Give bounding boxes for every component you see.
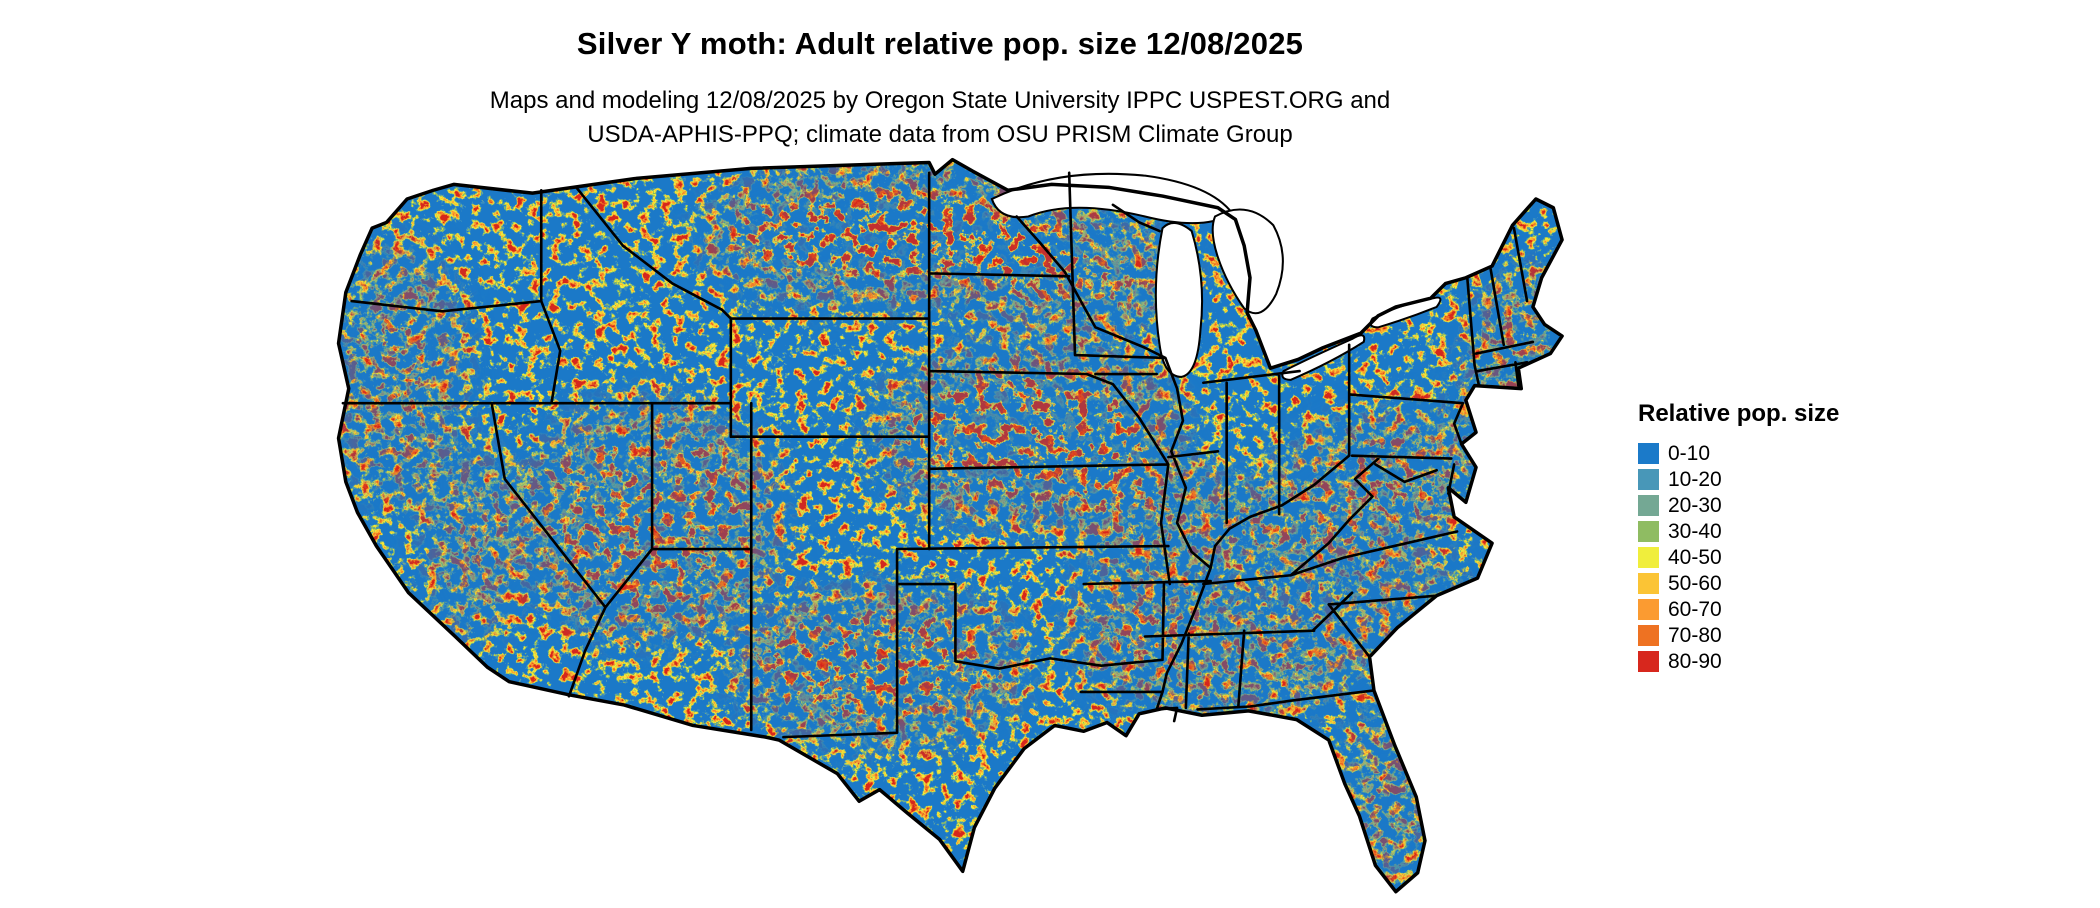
legend-item: 40-50	[1638, 544, 1938, 570]
legend-swatch	[1638, 572, 1659, 594]
legend-item: 0-10	[1638, 440, 1938, 466]
legend-item-label: 0-10	[1668, 441, 1711, 465]
legend-swatch	[1638, 494, 1659, 516]
legend-items: 0-10 10-20 20-30 30-40 40-50 50-60 60-70 70-80 8…	[1638, 440, 1938, 674]
header: Silver Y moth: Adult relative pop. size …	[0, 0, 1880, 152]
legend-swatch	[1638, 520, 1659, 542]
legend-item-label: 60-70	[1668, 597, 1722, 621]
legend-swatch	[1638, 468, 1659, 490]
legend-item: 10-20	[1638, 466, 1938, 492]
us-map	[270, 155, 1670, 908]
legend-title: Relative pop. size	[1638, 400, 1840, 427]
legend-swatch	[1638, 546, 1659, 568]
legend-item-label: 30-40	[1668, 519, 1722, 543]
subtitle-line-1: Maps and modeling 12/08/2025 by Oregon S…	[489, 87, 1391, 114]
legend-item: 20-30	[1638, 492, 1938, 518]
legend-item: 60-70	[1638, 596, 1938, 622]
lake-erie-shape	[1281, 334, 1366, 381]
legend-item-label: 70-80	[1668, 623, 1722, 647]
population-raster	[338, 159, 1563, 892]
population-raster-hotspots	[338, 159, 1563, 892]
legend-swatch	[1638, 442, 1659, 464]
legend: Relative pop. size 0-10 10-20 20-30 30-40 40…	[1638, 400, 1938, 674]
page-subtitle: Maps and modeling 12/08/2025 by Oregon S…	[0, 84, 1880, 152]
state-borders	[341, 171, 1535, 739]
legend-item-label: 80-90	[1668, 649, 1722, 673]
legend-swatch	[1638, 650, 1659, 672]
legend-item: 30-40	[1638, 518, 1938, 544]
great-lakes	[990, 172, 1442, 381]
legend-item-label: 40-50	[1668, 545, 1722, 569]
legend-item-label: 20-30	[1668, 493, 1722, 517]
legend-item: 70-80	[1638, 622, 1938, 648]
legend-item-label: 10-20	[1668, 467, 1722, 491]
page-title: Silver Y moth: Adult relative pop. size …	[576, 26, 1304, 61]
map-svg	[336, 157, 1564, 894]
legend-swatch	[1638, 624, 1659, 646]
legend-item: 80-90	[1638, 648, 1938, 674]
lake-michigan-shape	[1154, 222, 1204, 378]
legend-swatch	[1638, 598, 1659, 620]
legend-item-label: 50-60	[1668, 571, 1722, 595]
subtitle-line-2: USDA-APHIS-PPQ; climate data from OSU PR…	[587, 121, 1293, 148]
legend-item: 50-60	[1638, 570, 1938, 596]
